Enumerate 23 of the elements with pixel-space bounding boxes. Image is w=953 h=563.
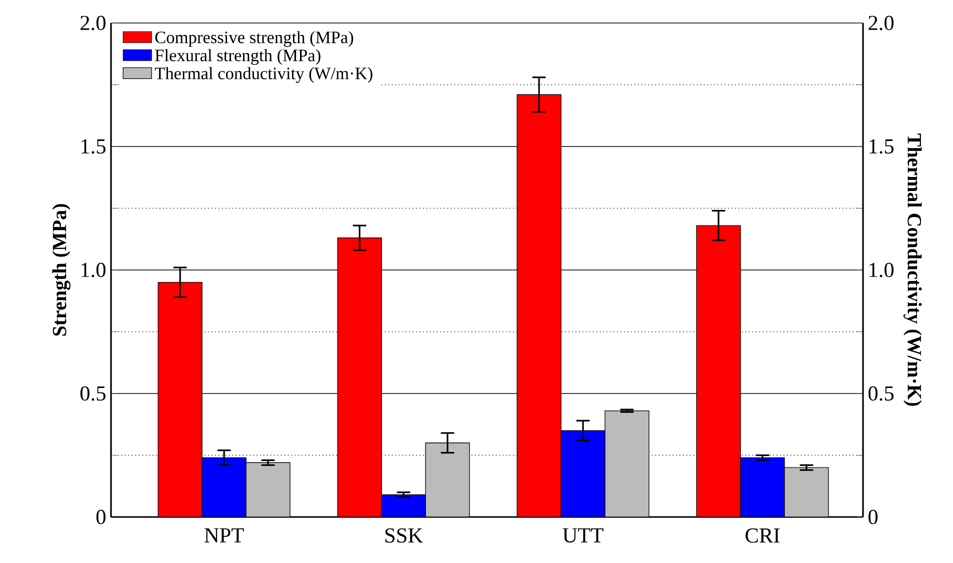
bar — [337, 238, 382, 517]
x-tick-label: CRI — [746, 528, 780, 543]
x-tick-label: UTT — [562, 528, 604, 543]
y-tick-label: 0 — [96, 510, 106, 524]
bar — [158, 282, 202, 517]
legend-label: Compressive strength (MPa) — [155, 31, 354, 47]
y-axis-title: Strength (MPa) — [52, 204, 70, 336]
y-tick-label: 1.5 — [82, 139, 106, 154]
y-tick-label: 1.0 — [82, 262, 106, 278]
y2-tick-label: 0.5 — [868, 386, 894, 401]
y2-tick-label: 1.5 — [870, 139, 894, 154]
legend-label: Flexural strength (MPa) — [155, 49, 320, 65]
y-tick-label: 2.0 — [80, 16, 106, 30]
legend-label: Thermal conductivity (W/m·K) — [154, 67, 372, 83]
bar — [696, 225, 741, 517]
y2-tick-label: 1.0 — [870, 262, 894, 278]
y2-tick-label: 0 — [868, 510, 878, 524]
x-tick-label: NPT — [204, 528, 244, 542]
y2-tick-label: 2.0 — [868, 16, 894, 30]
x-tick-label: SSK — [385, 528, 423, 543]
y2-axis-title: Thermal Conductivity (W/m·K) — [904, 134, 922, 406]
y-tick-label: 0.5 — [80, 386, 106, 401]
bar — [516, 94, 562, 517]
